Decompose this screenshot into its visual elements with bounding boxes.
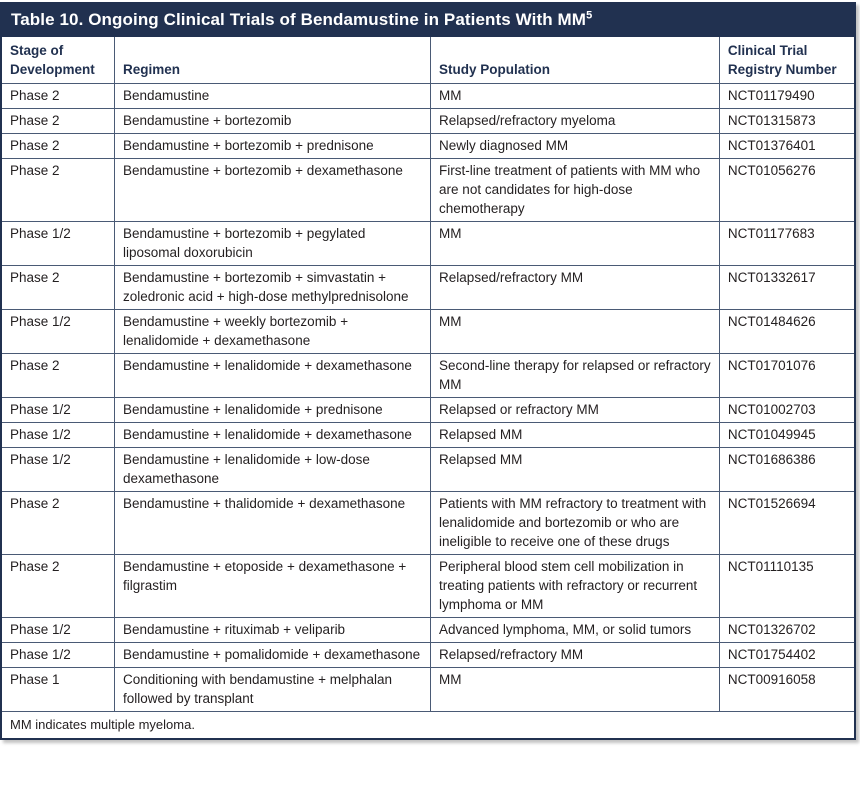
- table-row: Phase 2 Bendamustine + bortezomib + dexa…: [2, 158, 854, 222]
- cell-stage: Phase 1: [2, 667, 115, 712]
- cell-population: Relapsed MM: [430, 447, 720, 492]
- column-header-population: Study Population: [430, 37, 720, 84]
- table-row: Phase 2 Bendamustine + bortezomib + simv…: [2, 265, 854, 310]
- cell-regimen: Bendamustine + weekly bortezomib + lenal…: [113, 309, 432, 354]
- cell-population: Relapsed/refractory MM: [430, 265, 720, 310]
- cell-regimen: Bendamustine + bortezomib + simvastatin …: [113, 265, 432, 310]
- document-page: Table 10. Ongoing Clinical Trials of Ben…: [0, 2, 856, 740]
- cell-registry: NCT01177683: [718, 221, 854, 266]
- cell-regimen: Bendamustine + lenalidomide + prednisone: [113, 397, 432, 423]
- cell-regimen: Bendamustine + rituximab + veliparib: [113, 617, 432, 643]
- cell-registry: NCT01754402: [718, 642, 854, 668]
- table-row: Phase 1/2 Bendamustine + pomalidomide + …: [2, 642, 854, 668]
- table-row: Phase 2 Bendamustine MM NCT01179490: [2, 83, 854, 109]
- table-row: Phase 2 Bendamustine + thalidomide + dex…: [2, 491, 854, 555]
- cell-stage: Phase 2: [2, 353, 115, 398]
- column-header-regimen: Regimen: [113, 37, 432, 84]
- table-row: Phase 1/2 Bendamustine + lenalidomide + …: [2, 422, 854, 448]
- cell-registry: NCT01002703: [718, 397, 854, 423]
- cell-regimen: Bendamustine: [113, 83, 432, 109]
- table-row: Phase 1/2 Bendamustine + rituximab + vel…: [2, 617, 854, 643]
- cell-stage: Phase 1/2: [2, 447, 115, 492]
- cell-population: Advanced lymphoma, MM, or solid tumors: [430, 617, 720, 643]
- data-table: Stage of Development Regimen Study Popul…: [2, 37, 854, 738]
- cell-registry: NCT01315873: [718, 108, 854, 134]
- cell-registry: NCT01332617: [718, 265, 854, 310]
- cell-regimen: Bendamustine + etoposide + dexamethasone…: [113, 554, 432, 618]
- cell-population: MM: [430, 667, 720, 712]
- cell-regimen: Bendamustine + lenalidomide + dexamethas…: [113, 422, 432, 448]
- cell-population: Relapsed or refractory MM: [430, 397, 720, 423]
- table-row: Phase 1/2 Bendamustine + lenalidomide + …: [2, 447, 854, 492]
- cell-registry: NCT01376401: [718, 133, 854, 159]
- cell-population: MM: [430, 309, 720, 354]
- cell-population: Newly diagnosed MM: [430, 133, 720, 159]
- table-row: Phase 1/2 Bendamustine + weekly bortezom…: [2, 309, 854, 354]
- cell-stage: Phase 2: [2, 158, 115, 222]
- cell-population: First-line treatment of patients with MM…: [430, 158, 720, 222]
- table-title-reference-superscript: 5: [586, 9, 593, 22]
- cell-regimen: Bendamustine + bortezomib + pegylated li…: [113, 221, 432, 266]
- cell-stage: Phase 2: [2, 133, 115, 159]
- table-title-text: Table 10. Ongoing Clinical Trials of Ben…: [11, 10, 587, 29]
- cell-registry: NCT01179490: [718, 83, 854, 109]
- column-header-registry: Clinical Trial Registry Number: [718, 37, 854, 84]
- cell-stage: Phase 1/2: [2, 617, 115, 643]
- cell-registry: NCT01049945: [718, 422, 854, 448]
- cell-stage: Phase 1/2: [2, 422, 115, 448]
- table-row: Phase 2 Bendamustine + etoposide + dexam…: [2, 554, 854, 618]
- header-row: Stage of Development Regimen Study Popul…: [2, 37, 854, 84]
- cell-population: Relapsed MM: [430, 422, 720, 448]
- cell-registry: NCT01110135: [718, 554, 854, 618]
- cell-regimen: Bendamustine + lenalidomide + dexamethas…: [113, 353, 432, 398]
- cell-regimen: Bendamustine + thalidomide + dexamethaso…: [113, 491, 432, 555]
- clinical-trials-table: Table 10. Ongoing Clinical Trials of Ben…: [0, 2, 856, 740]
- column-header-stage: Stage of Development: [2, 37, 115, 84]
- cell-registry: NCT01326702: [718, 617, 854, 643]
- table-row: Phase 2 Bendamustine + bortezomib + pred…: [2, 133, 854, 159]
- table-row: Phase 1/2 Bendamustine + lenalidomide + …: [2, 397, 854, 423]
- cell-regimen: Bendamustine + bortezomib + prednisone: [113, 133, 432, 159]
- cell-stage: Phase 2: [2, 83, 115, 109]
- cell-population: Peripheral blood stem cell mobilization …: [430, 554, 720, 618]
- cell-regimen: Bendamustine + bortezomib: [113, 108, 432, 134]
- cell-stage: Phase 1/2: [2, 642, 115, 668]
- cell-regimen: Bendamustine + lenalidomide + low-dose d…: [113, 447, 432, 492]
- cell-regimen: Bendamustine + pomalidomide + dexamethas…: [113, 642, 432, 668]
- cell-registry: NCT01484626: [718, 309, 854, 354]
- table-row: Phase 2 Bendamustine + lenalidomide + de…: [2, 353, 854, 398]
- cell-regimen: Bendamustine + bortezomib + dexamethason…: [113, 158, 432, 222]
- cell-registry: NCT01056276: [718, 158, 854, 222]
- cell-stage: Phase 1/2: [2, 397, 115, 423]
- cell-population: MM: [430, 83, 720, 109]
- footnote-row: MM indicates multiple myeloma.: [2, 711, 854, 738]
- table-row: Phase 1/2 Bendamustine + bortezomib + pe…: [2, 221, 854, 266]
- cell-stage: Phase 1/2: [2, 221, 115, 266]
- cell-stage: Phase 2: [2, 108, 115, 134]
- cell-regimen: Conditioning with bendamustine + melphal…: [113, 667, 432, 712]
- cell-registry: NCT01686386: [718, 447, 854, 492]
- cell-population: Second-line therapy for relapsed or refr…: [430, 353, 720, 398]
- cell-population: Patients with MM refractory to treatment…: [430, 491, 720, 555]
- cell-registry: NCT00916058: [718, 667, 854, 712]
- table-title: Table 10. Ongoing Clinical Trials of Ben…: [2, 4, 854, 37]
- table-footnote: MM indicates multiple myeloma.: [2, 711, 854, 738]
- table-row: Phase 2 Bendamustine + bortezomib Relaps…: [2, 108, 854, 134]
- cell-population: MM: [430, 221, 720, 266]
- cell-stage: Phase 2: [2, 265, 115, 310]
- cell-population: Relapsed/refractory MM: [430, 642, 720, 668]
- cell-registry: NCT01701076: [718, 353, 854, 398]
- cell-stage: Phase 1/2: [2, 309, 115, 354]
- cell-registry: NCT01526694: [718, 491, 854, 555]
- cell-stage: Phase 2: [2, 554, 115, 618]
- cell-population: Relapsed/refractory myeloma: [430, 108, 720, 134]
- table-row: Phase 1 Conditioning with bendamustine +…: [2, 667, 854, 712]
- cell-stage: Phase 2: [2, 491, 115, 555]
